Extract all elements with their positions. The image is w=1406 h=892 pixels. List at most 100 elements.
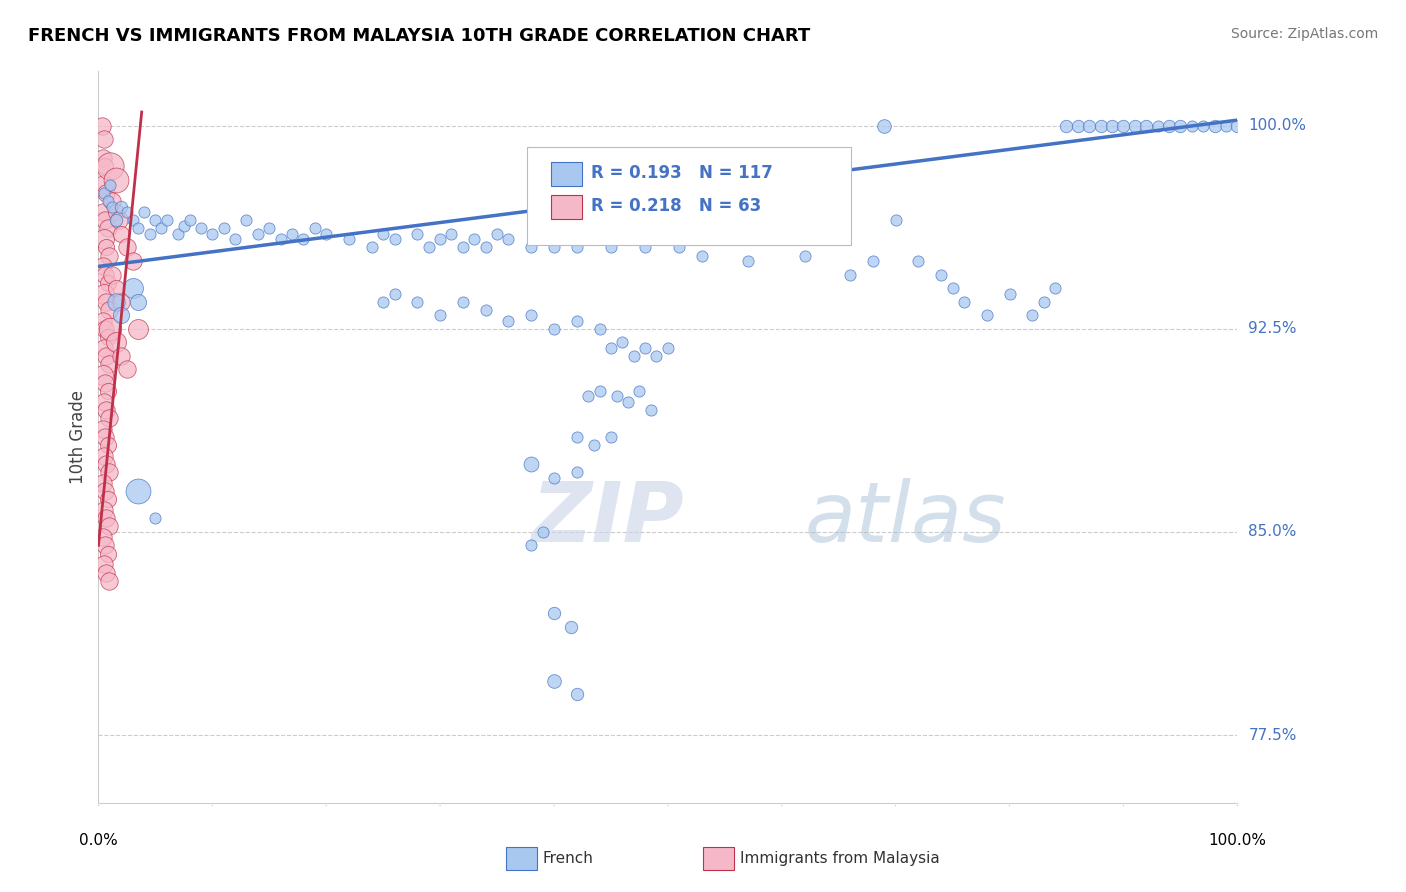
- Point: [1090, 119, 1112, 133]
- Point: [1135, 119, 1157, 133]
- Point: [1067, 119, 1090, 133]
- Point: [543, 240, 565, 254]
- Point: [576, 227, 599, 241]
- Point: [520, 240, 543, 254]
- Point: [520, 538, 543, 552]
- Point: [520, 308, 543, 322]
- Point: [281, 227, 304, 241]
- Point: [657, 341, 679, 355]
- Point: [96, 547, 118, 561]
- Point: [474, 240, 496, 254]
- Point: [600, 341, 623, 355]
- Point: [623, 349, 645, 363]
- Point: [97, 519, 120, 533]
- Text: R = 0.193   N = 117: R = 0.193 N = 117: [591, 164, 772, 182]
- Point: [565, 465, 588, 479]
- Point: [115, 205, 138, 219]
- Point: [588, 322, 610, 336]
- Point: [108, 213, 131, 227]
- Point: [600, 430, 623, 444]
- Point: [90, 119, 112, 133]
- Point: [565, 313, 588, 327]
- Point: [929, 268, 952, 282]
- Point: [531, 227, 554, 241]
- Point: [96, 194, 118, 209]
- Point: [127, 221, 149, 235]
- Point: [94, 159, 117, 173]
- Point: [612, 335, 634, 350]
- Point: [588, 232, 610, 246]
- Point: [634, 240, 657, 254]
- Point: [384, 232, 406, 246]
- Point: [91, 151, 114, 165]
- Point: [612, 227, 634, 241]
- Text: Source: ZipAtlas.com: Source: ZipAtlas.com: [1230, 27, 1378, 41]
- Point: [91, 205, 114, 219]
- Point: [96, 566, 118, 580]
- Point: [1112, 119, 1135, 133]
- Point: [634, 341, 657, 355]
- Point: [360, 240, 382, 254]
- Point: [451, 240, 474, 254]
- Point: [884, 213, 907, 227]
- Point: [1157, 119, 1180, 133]
- Point: [104, 213, 127, 227]
- Point: [560, 620, 582, 634]
- Point: [104, 294, 127, 309]
- Point: [371, 294, 394, 309]
- Point: [679, 227, 702, 241]
- Point: [96, 240, 118, 254]
- Text: 77.5%: 77.5%: [1249, 728, 1296, 742]
- Point: [97, 357, 120, 371]
- Point: [543, 322, 565, 336]
- Point: [201, 227, 224, 241]
- Point: [94, 484, 117, 499]
- Point: [110, 227, 132, 241]
- Point: [714, 213, 737, 227]
- Point: [498, 313, 520, 327]
- Point: [190, 221, 212, 235]
- Point: [440, 227, 463, 241]
- Text: Immigrants from Malaysia: Immigrants from Malaysia: [740, 851, 939, 865]
- Point: [543, 471, 565, 485]
- Point: [498, 232, 520, 246]
- Point: [110, 349, 132, 363]
- Point: [623, 232, 645, 246]
- Point: [93, 395, 115, 409]
- Point: [91, 530, 114, 544]
- Point: [98, 178, 121, 193]
- Point: [907, 254, 929, 268]
- Point: [96, 294, 118, 309]
- Point: [953, 294, 976, 309]
- Point: [97, 465, 120, 479]
- Point: [98, 159, 121, 173]
- Point: [97, 411, 120, 425]
- Point: [976, 308, 998, 322]
- Point: [93, 232, 115, 246]
- Point: [110, 200, 132, 214]
- Point: [98, 322, 121, 336]
- Text: ZIP: ZIP: [531, 478, 683, 559]
- Point: [645, 349, 668, 363]
- Point: [127, 484, 149, 499]
- Point: [1123, 119, 1146, 133]
- Point: [104, 281, 127, 295]
- Point: [565, 430, 588, 444]
- Text: atlas: atlas: [804, 478, 1007, 559]
- Point: [337, 232, 360, 246]
- Point: [132, 205, 155, 219]
- Point: [657, 227, 679, 241]
- Point: [97, 302, 120, 317]
- Point: [1226, 119, 1249, 133]
- Point: [576, 389, 599, 403]
- Point: [110, 308, 132, 322]
- Point: [110, 294, 132, 309]
- Point: [429, 308, 451, 322]
- Point: [628, 384, 651, 398]
- Point: [292, 232, 315, 246]
- Point: [121, 254, 143, 268]
- Point: [640, 403, 662, 417]
- Point: [179, 213, 201, 227]
- Point: [606, 389, 628, 403]
- Point: [1170, 119, 1192, 133]
